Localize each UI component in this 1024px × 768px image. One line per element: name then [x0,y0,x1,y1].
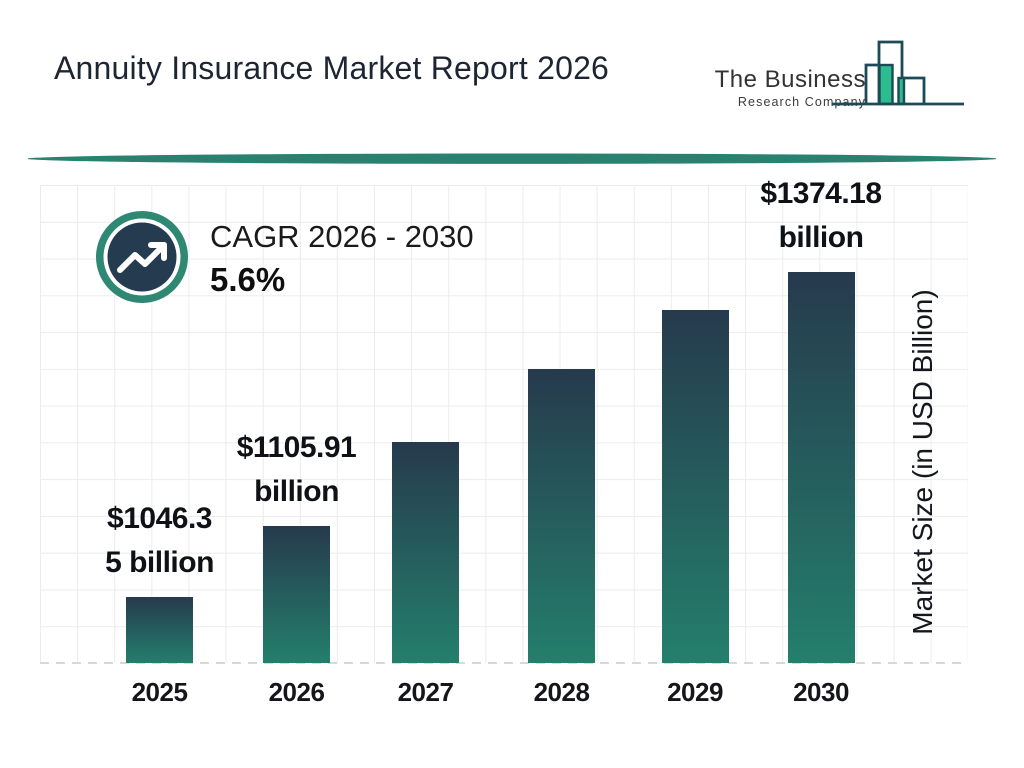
cagr-value: 5.6% [210,261,286,298]
value-label-2030: $1374.18 billion [711,172,931,260]
company-logo: The Business Research Company [700,38,1000,128]
value-label-2025: $1046.3 5 billion [50,497,270,585]
y-axis-label: Market Size (in USD Billion) [907,289,938,635]
x-axis-label-2025: 2025 [131,677,188,707]
x-axis-label-2029: 2029 [667,677,723,707]
page-title: Annuity Insurance Market Report 2026 [54,50,610,86]
cagr-period-label: CAGR 2026 - 2030 [210,219,474,254]
value-label-2026: $1105.91 billion [187,426,407,514]
logo-company-name: The Business [714,66,866,93]
value-label-line: $1105.91 [236,431,357,464]
x-axis-label-2027: 2027 [397,677,454,707]
bar-2030 [787,272,855,663]
logo-text: The Business Research Company [700,66,866,109]
bar-2027 [392,442,459,663]
logo-company-subtitle: Research Company [737,95,866,109]
value-label-line: $1374.18 [760,177,882,210]
bar-2029 [661,310,729,663]
x-axis-baseline [40,662,968,664]
bar-2025 [126,597,193,663]
value-label-line: $1046.3 [107,502,212,535]
bar-2028 [528,369,595,663]
x-axis-label-2028: 2028 [533,677,590,707]
value-label-line: 5 billion [105,546,214,579]
divider-line [28,153,996,164]
x-axis-label-2030: 2030 [793,677,849,707]
bar-2026 [263,526,330,663]
bar-chart-plot: $1046.3 5 billion $1105.91 billion $1374.18 b… [40,177,968,664]
value-label-line: billion [778,221,864,254]
x-axis-label-2026: 2026 [268,677,325,707]
value-label-line: billion [254,475,339,508]
trending-up-icon [96,211,188,303]
bar-chart-logo-icon [832,40,964,106]
